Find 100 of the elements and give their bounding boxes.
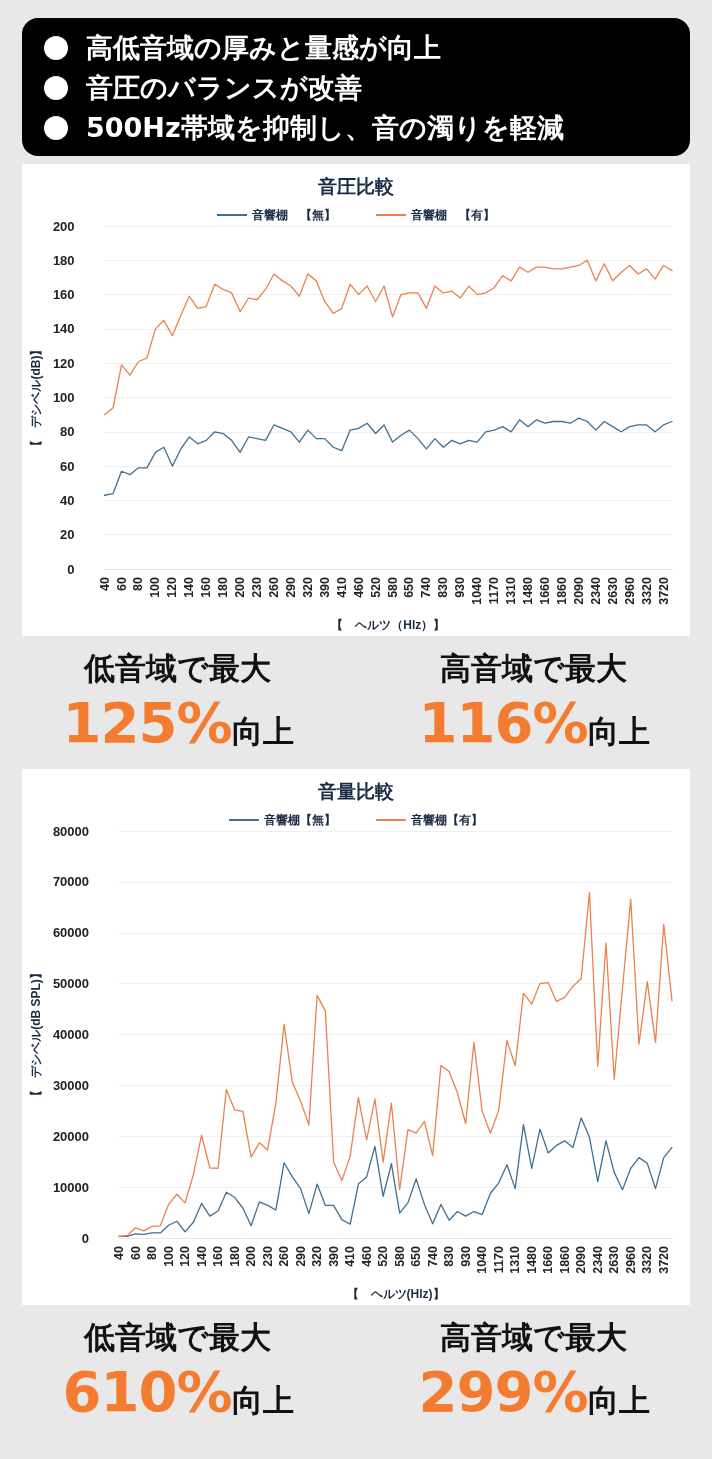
x-tick-label: 650 (409, 1245, 424, 1267)
x-tick-label: 2090 (574, 1245, 589, 1274)
x-tick-label: 410 (343, 1245, 358, 1267)
x-tick-label: 120 (165, 576, 180, 598)
y-tick-label: 0 (81, 1230, 90, 1246)
legend-label: 音響棚 【有】 (410, 208, 495, 222)
y-tick-label: 20000 (52, 1128, 90, 1144)
x-tick-label: 230 (260, 1245, 275, 1267)
x-tick-label: 740 (419, 576, 434, 598)
text: 500Hz帯域を抑制し、音の濁りを軽減 (86, 111, 564, 145)
y-tick-label: 40 (60, 492, 75, 508)
x-tick-label: 160 (199, 576, 214, 598)
y-tick-label: 30000 (52, 1077, 90, 1093)
x-tick-label: 2630 (607, 1245, 622, 1274)
y-tick-label: 20 (60, 527, 75, 543)
x-tick-label: 410 (334, 576, 349, 598)
x-tick-label: 80 (131, 576, 146, 591)
text: 610%向上 (62, 1359, 294, 1424)
x-tick-label: 230 (250, 576, 265, 598)
x-tick-label: 180 (227, 1245, 242, 1267)
y-tick-label: 60000 (52, 925, 90, 941)
x-tick-label: 830 (442, 1245, 457, 1267)
x-axis-title: 【 ヘルツ（Hlz）】 (331, 618, 446, 632)
text: 125%向上 (62, 690, 294, 755)
x-tick-label: 650 (402, 576, 417, 598)
x-tick-label: 260 (277, 1245, 292, 1267)
x-tick-label: 520 (376, 1245, 391, 1267)
y-tick-label: 0 (67, 561, 75, 577)
text: 高音域で最大 (439, 1318, 629, 1357)
x-tick-label: 160 (211, 1245, 226, 1267)
x-tick-label: 320 (300, 576, 315, 598)
x-tick-label: 2090 (571, 576, 586, 605)
x-tick-label: 3320 (639, 576, 654, 605)
line-series (103, 259, 673, 416)
text: 低音域で最大 (82, 649, 273, 688)
y-tick-label: 80000 (52, 823, 90, 839)
x-tick-label: 930 (458, 1245, 473, 1267)
x-tick-label: 60 (114, 576, 129, 591)
y-tick-label: 140 (52, 321, 75, 337)
x-tick-label: 3720 (656, 1245, 671, 1274)
x-tick-label: 260 (266, 576, 281, 598)
x-tick-label: 290 (283, 576, 298, 598)
x-tick-label: 1480 (524, 1245, 539, 1274)
y-axis-title: 【 デシベル(dB SPL)】 (29, 967, 43, 1102)
x-tick-label: 80 (145, 1245, 160, 1260)
y-tick-label: 80 (60, 424, 75, 440)
x-tick-label: 2340 (590, 1245, 605, 1274)
x-tick-label: 830 (436, 576, 451, 598)
x-tick-label: 1310 (508, 1245, 523, 1274)
text: 音圧のバランスが改善 (86, 71, 362, 105)
y-tick-label: 100 (52, 390, 75, 405)
x-tick-label: 40 (112, 1245, 127, 1260)
x-tick-label: 740 (425, 1245, 440, 1267)
x-tick-label: 40 (97, 576, 112, 591)
x-tick-label: 1660 (541, 1245, 556, 1274)
y-tick-label: 160 (52, 287, 75, 303)
y-tick-label: 10000 (52, 1179, 90, 1195)
x-tick-label: 200 (233, 576, 248, 598)
x-tick-label: 390 (317, 576, 332, 598)
x-tick-label: 520 (368, 576, 383, 598)
x-tick-label: 100 (161, 1245, 176, 1267)
legend-label: 音響棚【有】 (410, 813, 483, 827)
x-tick-label: 580 (385, 576, 400, 598)
y-axis-title: 【 デシベル(dB)】 (29, 343, 43, 452)
line-series (103, 417, 673, 496)
x-tick-label: 2960 (622, 576, 637, 605)
x-tick-label: 120 (178, 1245, 193, 1267)
x-tick-label: 460 (351, 576, 366, 598)
x-tick-label: 390 (326, 1245, 341, 1267)
x-tick-label: 140 (194, 1245, 209, 1267)
x-tick-label: 2630 (605, 576, 620, 605)
x-tick-label: 1310 (504, 576, 519, 605)
y-tick-label: 120 (52, 355, 75, 371)
x-tick-label: 200 (244, 1245, 259, 1267)
x-tick-label: 180 (216, 576, 231, 598)
y-tick-label: 200 (52, 218, 75, 234)
x-tick-label: 3720 (656, 576, 671, 605)
y-tick-label: 180 (52, 252, 75, 268)
x-tick-label: 320 (310, 1245, 325, 1267)
x-tick-label: 1480 (521, 576, 536, 605)
x-tick-label: 1040 (475, 1245, 490, 1274)
y-tick-label: 40000 (52, 1027, 90, 1042)
x-tick-label: 1660 (537, 576, 552, 605)
x-tick-label: 1860 (554, 576, 569, 605)
chart-title: 音量比較 (317, 781, 395, 802)
x-tick-label: 2960 (623, 1245, 638, 1274)
x-tick-label: 60 (128, 1245, 143, 1260)
y-tick-label: 50000 (52, 976, 90, 992)
x-tick-label: 290 (293, 1245, 308, 1267)
x-tick-label: 3320 (640, 1245, 655, 1274)
x-tick-label: 1170 (491, 1245, 506, 1274)
text: 299%向上 (418, 1359, 650, 1424)
x-tick-label: 930 (453, 576, 468, 598)
legend-label: 音響棚 【無】 (251, 208, 336, 222)
chart-title: 音圧比較 (317, 176, 395, 197)
text: 高低音域の厚みと量感が向上 (86, 31, 441, 65)
x-tick-label: 140 (182, 576, 197, 598)
text: 高音域で最大 (439, 649, 629, 688)
x-tick-label: 100 (148, 576, 163, 598)
legend-label: 音響棚【無】 (263, 813, 336, 827)
